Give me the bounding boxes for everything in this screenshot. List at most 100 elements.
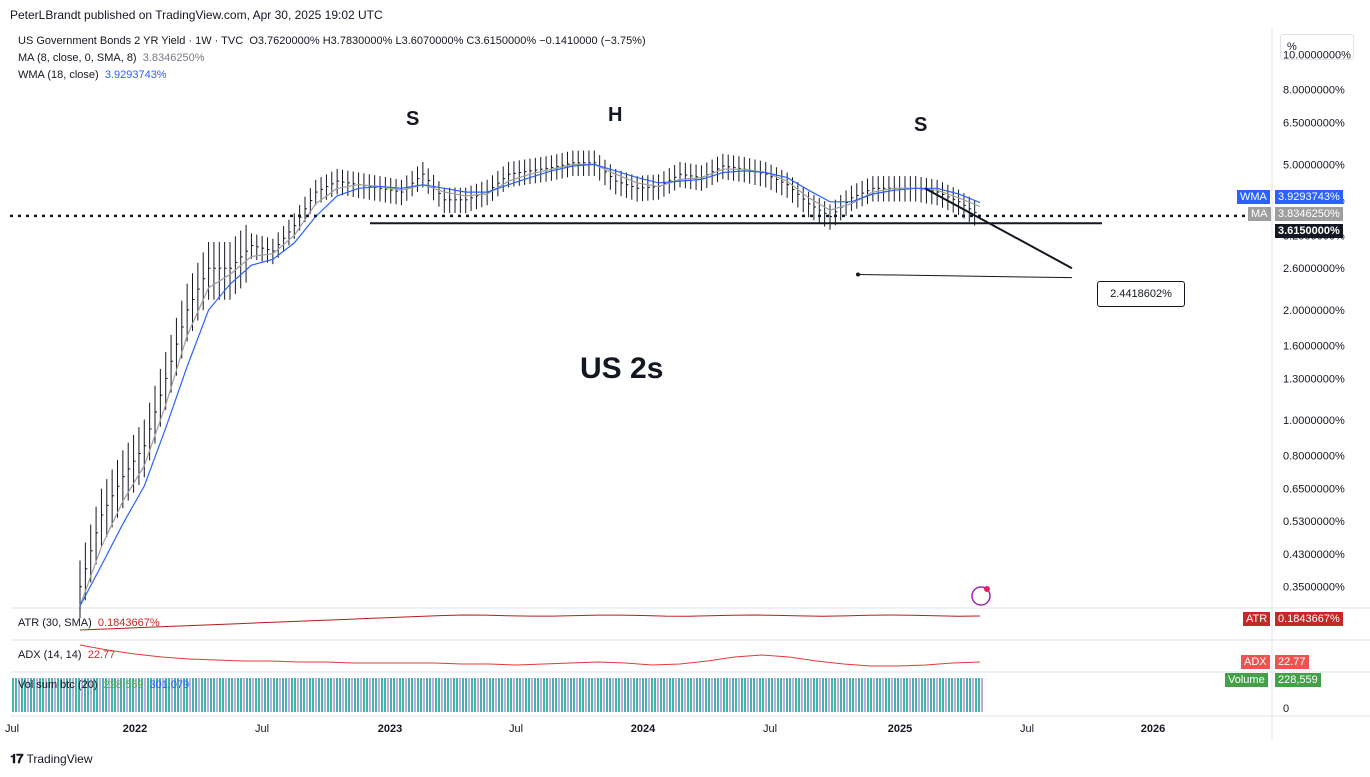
volume-bar: [540, 678, 542, 712]
volume-bar: [249, 678, 251, 712]
target-callout[interactable]: 2.4418602%: [1097, 281, 1185, 307]
volume-bar: [717, 678, 719, 712]
volume-bar: [342, 678, 344, 712]
volume-bar: [396, 678, 398, 712]
atr-legend-value: 0.1843667%: [97, 617, 160, 629]
volume-bar: [909, 678, 911, 712]
volume-bar: [492, 678, 494, 712]
volume-bar: [636, 678, 638, 712]
volume-bar: [513, 678, 515, 712]
y-tick-label: 1.0000000%: [1283, 415, 1345, 427]
volume-bar: [705, 678, 707, 712]
volume-bar: [357, 678, 359, 712]
volume-bar: [978, 678, 980, 712]
volume-bar: [948, 678, 950, 712]
volume-bar: [126, 678, 128, 712]
volume-bar: [516, 678, 518, 712]
volume-bar: [768, 678, 770, 712]
alert-flash-icon: [971, 586, 991, 606]
volume-bar: [849, 678, 851, 712]
volume-bar: [105, 678, 107, 712]
volume-bar: [438, 678, 440, 712]
y-tick-label: 6.5000000%: [1283, 118, 1345, 130]
volume-bar: [564, 678, 566, 712]
atr-legend[interactable]: ATR (30, SMA) 0.1843667%: [18, 617, 160, 629]
volume-bar: [939, 678, 941, 712]
volume-bar: [216, 678, 218, 712]
volume-bar: [450, 678, 452, 712]
volume-legend-value-2: 301,079: [149, 679, 190, 691]
price-scale-unit-button[interactable]: %: [1280, 34, 1354, 60]
volume-bar: [267, 678, 269, 712]
y-tick-label: 2.6000000%: [1283, 263, 1345, 275]
volume-bar: [348, 678, 350, 712]
volume-legend[interactable]: Vol sum btc (20) 228,559 301,079: [18, 679, 189, 691]
tradingview-logo-icon: 𝟏𝟕: [10, 751, 24, 766]
volume-bar: [207, 678, 209, 712]
volume-bar: [324, 678, 326, 712]
volume-bar: [660, 678, 662, 712]
footer-brand[interactable]: 𝟏𝟕 TradingView: [10, 751, 93, 767]
volume-bar: [138, 678, 140, 712]
volume-bar: [534, 678, 536, 712]
volume-bar: [777, 678, 779, 712]
volume-bar: [612, 678, 614, 712]
volume-bar: [606, 678, 608, 712]
volume-bar: [15, 678, 17, 712]
volume-bar: [576, 678, 578, 712]
volume-bar: [108, 678, 110, 712]
volume-bar: [879, 678, 881, 712]
volume-bar: [519, 678, 521, 712]
volume-bar: [897, 678, 899, 712]
volume-bar: [951, 678, 953, 712]
volume-bar: [24, 678, 26, 712]
volume-bar: [483, 678, 485, 712]
volume-bar: [198, 678, 200, 712]
volume-bar: [210, 678, 212, 712]
volume-bar: [312, 678, 314, 712]
adx-legend-value: 22.77: [87, 649, 116, 661]
adx-legend[interactable]: ADX (14, 14) 22.77: [18, 649, 115, 661]
volume-bar: [384, 678, 386, 712]
volume-bar: [150, 678, 152, 712]
volume-bar: [189, 678, 191, 712]
volume-bar: [804, 678, 806, 712]
volume-bar: [975, 678, 977, 712]
volume-bar: [498, 678, 500, 712]
x-tick-label: Jul: [5, 723, 19, 735]
volume-bar: [891, 678, 893, 712]
volume-bar: [930, 678, 932, 712]
wma-legend-value: 3.9293743%: [104, 69, 167, 81]
volume-bar: [669, 678, 671, 712]
volume-bar: [327, 678, 329, 712]
x-tick-label: Jul: [763, 723, 777, 735]
volume-bar: [957, 678, 959, 712]
volume-bar: [33, 678, 35, 712]
volume-bar: [648, 678, 650, 712]
volume-bar: [861, 678, 863, 712]
wma-legend[interactable]: WMA (18, close) 3.9293743%: [18, 69, 167, 81]
volume-bar: [600, 678, 602, 712]
volume-bar: [162, 678, 164, 712]
pattern-left-shoulder: S: [406, 108, 420, 130]
volume-bar: [378, 678, 380, 712]
volume-bar: [732, 678, 734, 712]
volume-bar: [672, 678, 674, 712]
volume-bar: [852, 678, 854, 712]
ma-legend[interactable]: MA (8, close, 0, SMA, 8) 3.8346250%: [18, 52, 205, 64]
volume-bar: [654, 678, 656, 712]
ma-tag-value: 3.8346250%: [1275, 207, 1343, 221]
volume-bar: [414, 678, 416, 712]
volume-bar: [603, 678, 605, 712]
volume-bar: [876, 678, 878, 712]
volume-bar: [582, 678, 584, 712]
volume-bar: [633, 678, 635, 712]
volume-bar: [642, 678, 644, 712]
volume-bar: [684, 678, 686, 712]
volume-bar: [195, 678, 197, 712]
volume-bar: [792, 678, 794, 712]
volume-bar: [969, 678, 971, 712]
pattern-right-shoulder: S: [914, 114, 928, 136]
volume-bar: [402, 678, 404, 712]
